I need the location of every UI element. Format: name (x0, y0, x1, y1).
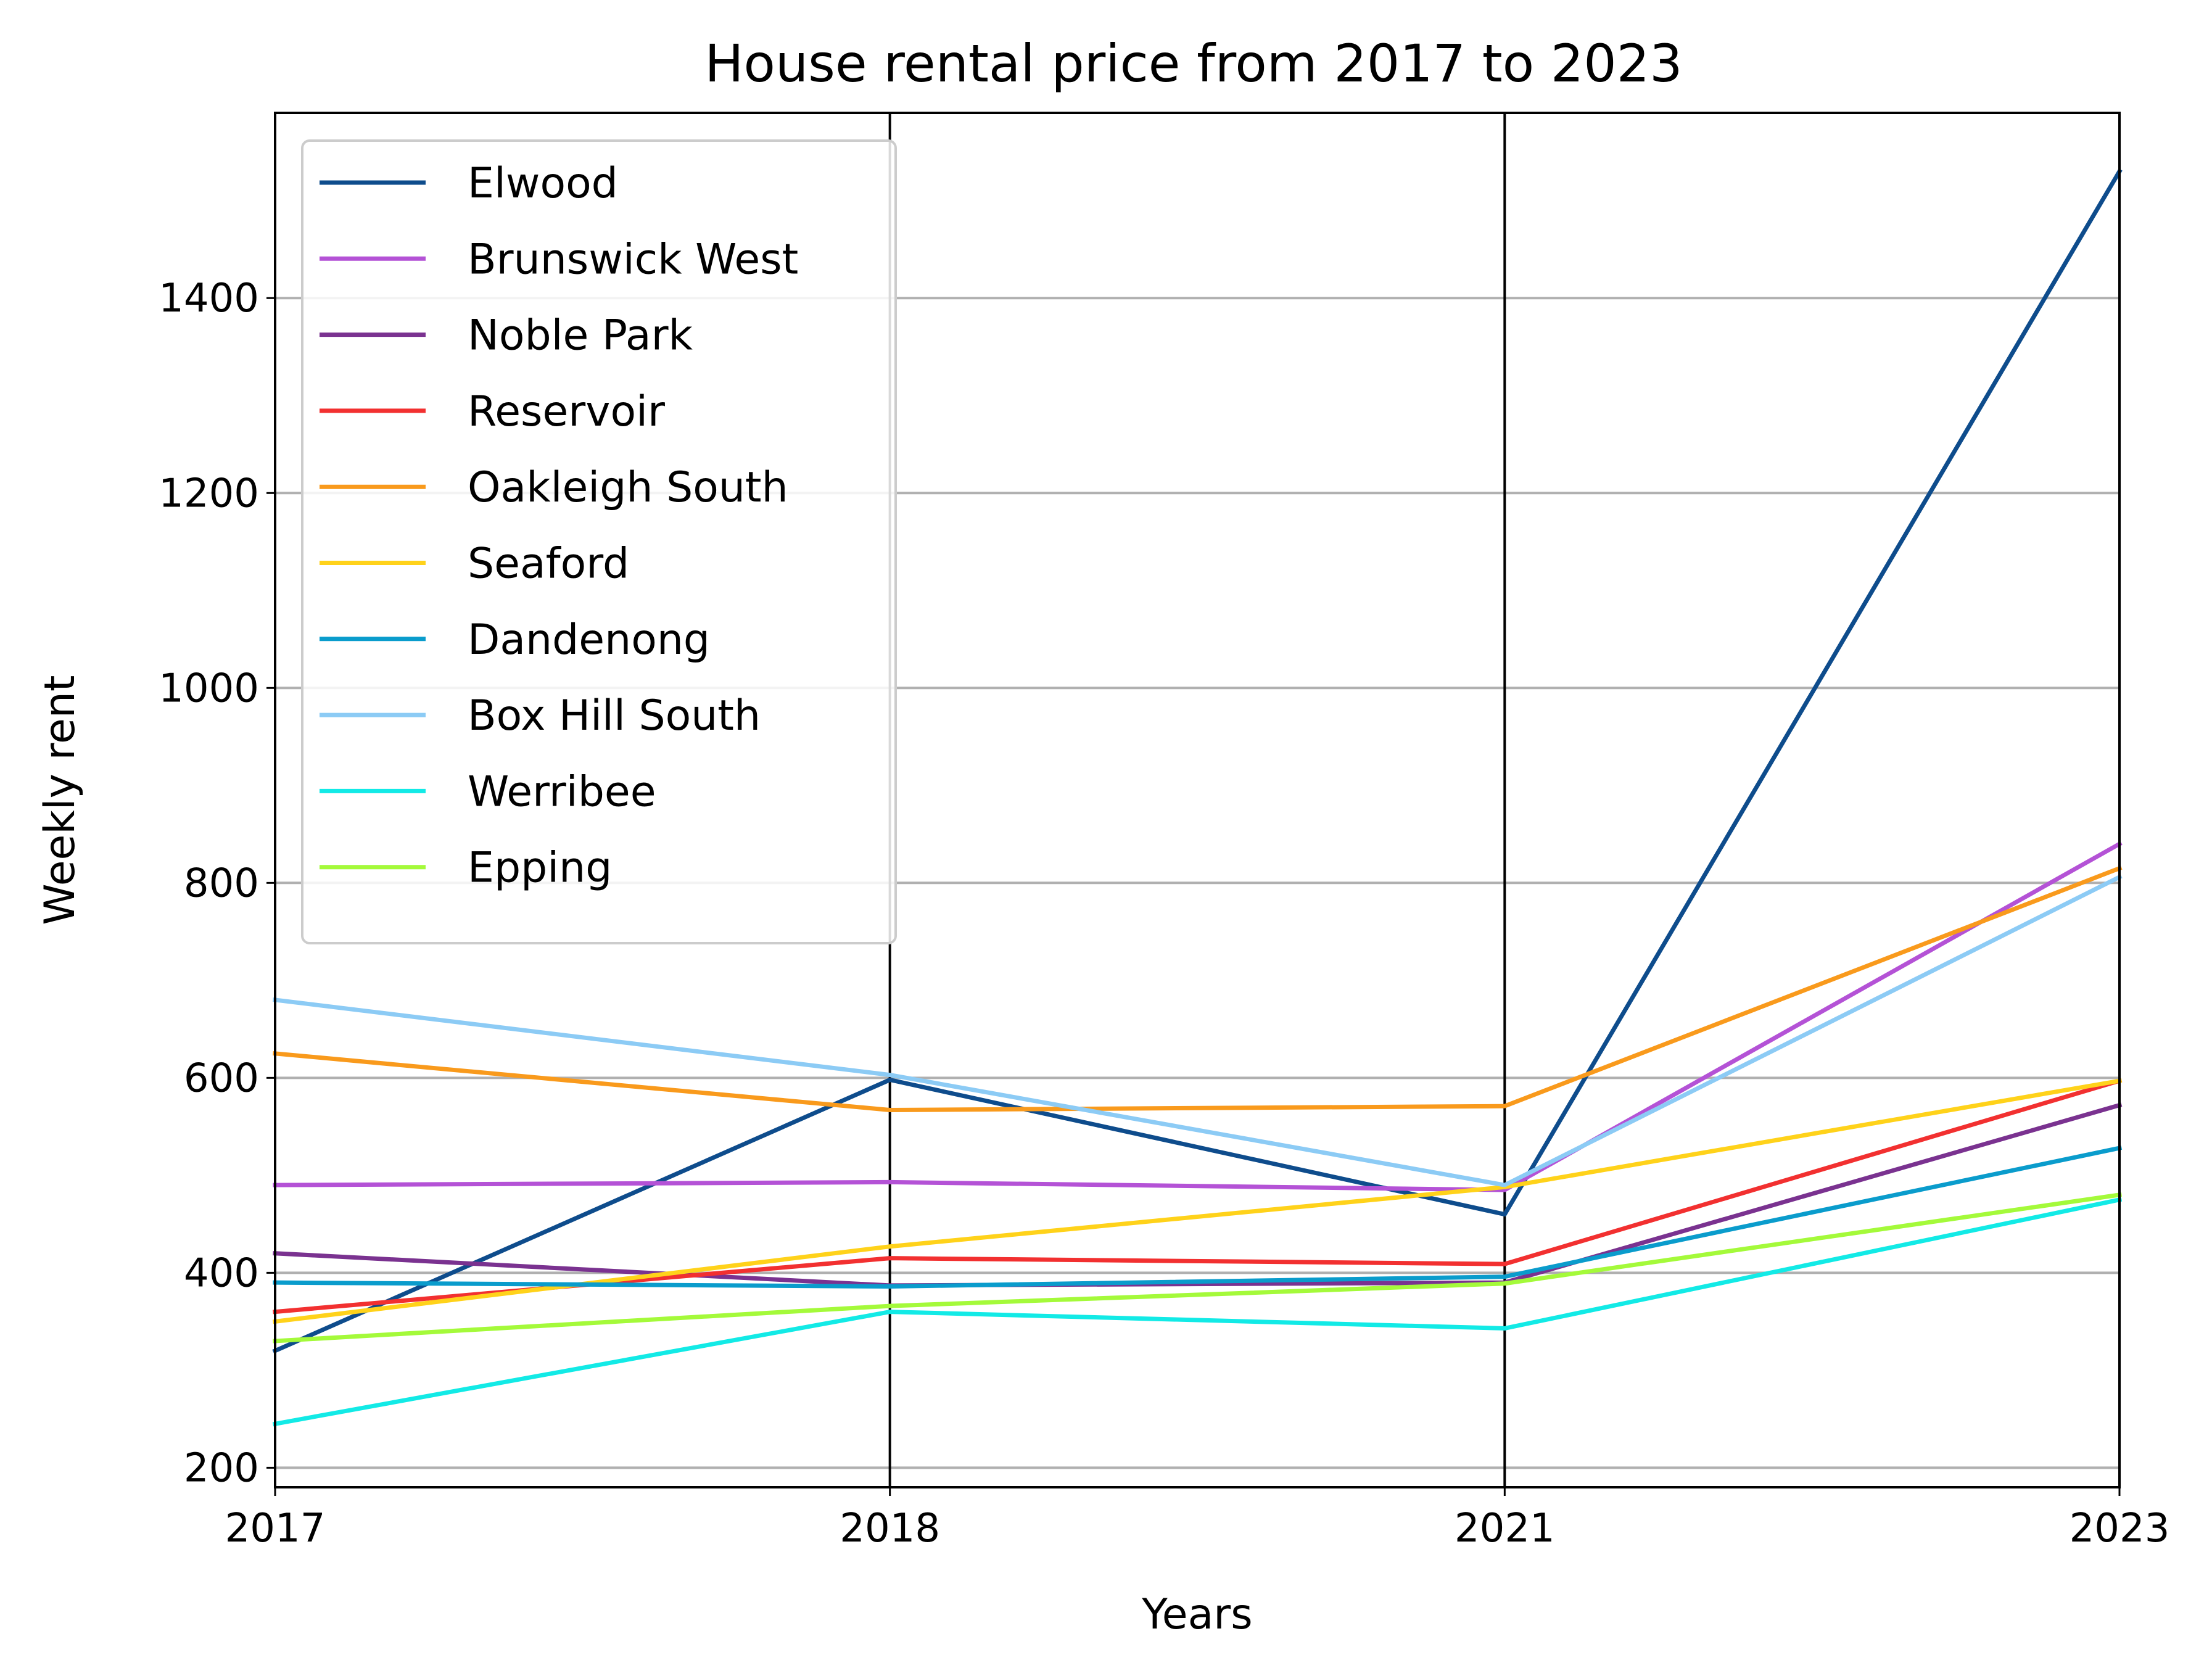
legend-label-reservoir: Reservoir (468, 387, 665, 436)
legend-label-oakleigh-south: Oakleigh South (468, 463, 788, 512)
legend-label-noble-park: Noble Park (468, 312, 693, 360)
x-tick-label-2021: 2021 (1455, 1506, 1555, 1551)
series-line-epping (273, 1192, 2122, 1344)
legend-label-dandenong: Dandenong (468, 616, 710, 664)
x-axis-ticks: 2017 2018 2021 2023 (225, 1487, 2170, 1551)
y-axis-label: Weekly rent (36, 675, 85, 925)
legend-label-werribee: Werribee (468, 767, 656, 816)
legend-label-box-hill-south: Box Hill South (468, 691, 761, 740)
x-axis-label: Years (1141, 1590, 1252, 1639)
series-line-elwood (272, 168, 2123, 1354)
y-tick-label-600: 600 (184, 1055, 259, 1101)
legend: Elwood Brunswick West Noble Park Reservoir O… (301, 139, 897, 944)
plot-frame (274, 112, 2121, 1488)
series-line-werribee (272, 1197, 2123, 1427)
series-line-brunswick-west (273, 841, 2123, 1192)
legend-label-epping: Epping (468, 844, 612, 893)
legend-box (301, 139, 897, 944)
legend-label-brunswick-west: Brunswick West (468, 235, 798, 284)
series-line-box-hill-south (273, 874, 2123, 1187)
x-tick-label-2017: 2017 (225, 1506, 326, 1551)
chart-title: House rental price from 2017 to 2023 (704, 33, 1682, 94)
x-tick-label-2018: 2018 (840, 1506, 940, 1551)
series-line-dandenong (273, 1145, 2123, 1289)
series-line-noble-park (273, 1102, 2123, 1288)
series-lines (272, 168, 2123, 1427)
y-tick-label-800: 800 (184, 861, 259, 906)
y-tick-label-400: 400 (184, 1250, 259, 1296)
y-axis-ticks: 200 400 600 800 1000 1200 1400 (159, 276, 275, 1491)
x-tick-label-2023: 2023 (2070, 1506, 2170, 1551)
y-tick-label-1000: 1000 (159, 666, 259, 711)
y-tick-label-1400: 1400 (159, 276, 259, 321)
y-tick-label-200: 200 (184, 1445, 259, 1491)
legend-label-seaford: Seaford (468, 540, 629, 588)
legend-label-elwood: Elwood (468, 159, 618, 208)
series-line-oakleigh-south (273, 865, 2123, 1112)
y-tick-label-1200: 1200 (159, 471, 259, 516)
